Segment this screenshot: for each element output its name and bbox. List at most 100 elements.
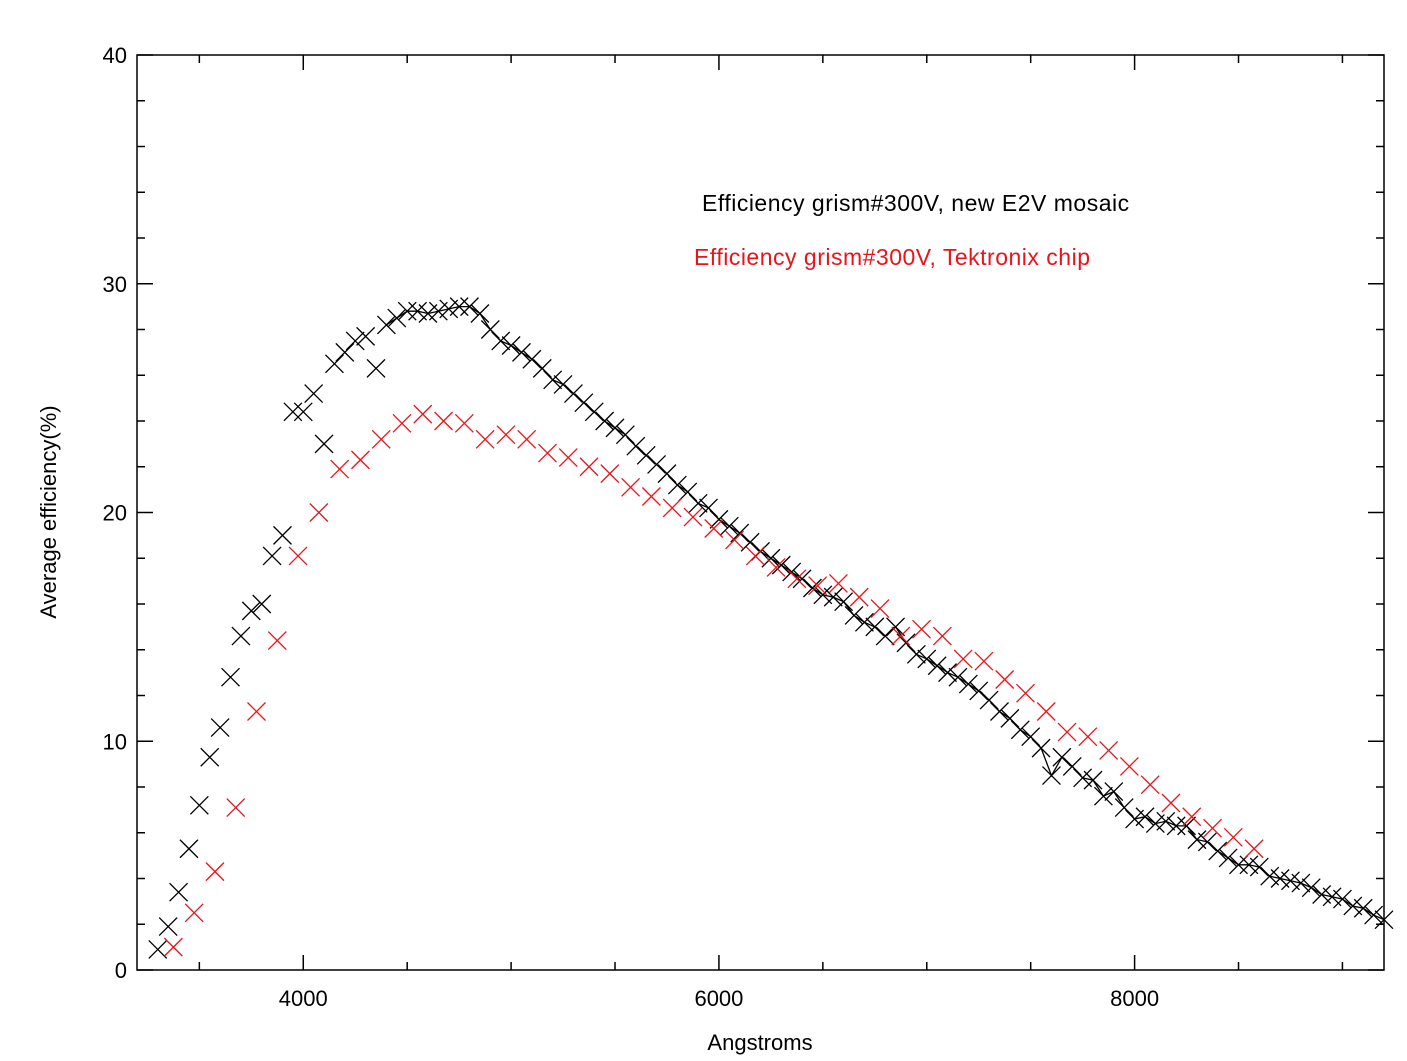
legend-entry-e2v: Efficiency grism#300V, new E2V mosaic: [702, 190, 1130, 216]
data-point: [1374, 910, 1394, 930]
data-point: [345, 331, 365, 351]
data-point: [1016, 683, 1035, 703]
data-point: [636, 445, 656, 465]
data-point: [647, 455, 667, 474]
data-point: [241, 601, 261, 621]
data-point: [330, 459, 350, 479]
y-axis-title: Average efficiency(%): [36, 405, 61, 618]
data-point: [324, 354, 344, 374]
data-point: [906, 644, 926, 664]
data-point: [475, 429, 495, 449]
data-point: [808, 576, 828, 596]
data-point: [158, 917, 178, 936]
data-point: [309, 503, 329, 522]
data-point: [969, 681, 989, 701]
data-point: [834, 592, 854, 612]
data-point: [1052, 747, 1072, 767]
data-point: [891, 626, 911, 646]
data-point: [538, 443, 557, 463]
data-point: [543, 370, 563, 390]
data-point: [1010, 720, 1030, 740]
data-point: [335, 342, 355, 362]
data-point: [1197, 832, 1217, 852]
data-point: [766, 557, 786, 577]
data-point: [304, 384, 324, 404]
data-point: [480, 320, 500, 339]
data-point: [1332, 889, 1352, 909]
data-point: [771, 555, 791, 575]
series-tektronix-chip: [163, 404, 1264, 957]
data-point: [1000, 708, 1020, 728]
data-point: [704, 519, 724, 538]
data-point: [184, 903, 204, 923]
x-axis-title: Angstroms: [707, 1030, 812, 1055]
data-point: [849, 587, 869, 607]
data-point: [870, 599, 890, 619]
data-point: [200, 747, 220, 767]
legend-entry-tektronix: Efficiency grism#300V, Tektronix chip: [694, 244, 1091, 270]
data-point: [1031, 738, 1051, 758]
data-point: [522, 349, 542, 369]
data-point: [912, 619, 932, 639]
data-point: [886, 617, 906, 637]
data-point: [293, 402, 313, 422]
data-point: [740, 532, 760, 552]
data-point: [626, 436, 646, 456]
data-point: [163, 937, 183, 957]
data-point: [865, 617, 885, 637]
data-point: [1156, 811, 1176, 831]
data-point: [953, 649, 973, 669]
data-point: [844, 605, 864, 625]
y-tick-label: 0: [115, 958, 127, 983]
data-point: [574, 393, 594, 413]
data-point: [231, 626, 251, 646]
data-point: [1229, 855, 1248, 875]
data-point: [683, 507, 703, 527]
data-point: [221, 667, 240, 687]
x-tick-label: 8000: [1110, 986, 1159, 1011]
data-point: [376, 315, 396, 335]
data-point: [1291, 873, 1311, 893]
data-point: [1364, 905, 1384, 925]
y-tick-label: 30: [103, 272, 127, 297]
y-tick-labels: 0 10 20 30 40: [103, 43, 127, 983]
data-point: [252, 594, 272, 614]
data-point: [1099, 740, 1119, 760]
data-point: [600, 464, 620, 484]
data-point: [1182, 807, 1202, 827]
data-point: [491, 331, 511, 351]
data-point: [979, 690, 999, 710]
x-tick-label: 4000: [279, 986, 328, 1011]
data-point: [1114, 798, 1134, 818]
data-point: [854, 612, 874, 632]
data-point: [397, 301, 417, 321]
data-point: [532, 358, 552, 378]
data-point: [496, 425, 516, 445]
data-point: [1177, 816, 1197, 836]
data-point: [641, 487, 661, 506]
data-point: [288, 546, 308, 566]
data-point: [1218, 848, 1238, 868]
data-point: [1166, 816, 1186, 836]
data-point: [454, 413, 474, 433]
data-point: [667, 475, 687, 495]
data-point: [990, 702, 1009, 721]
data-point: [501, 336, 521, 355]
data-point: [1301, 878, 1321, 898]
data-point: [226, 798, 246, 818]
data-point: [699, 498, 719, 518]
data-point: [657, 464, 677, 484]
data-point: [350, 450, 370, 470]
data-point: [1244, 839, 1264, 859]
data-point: [974, 651, 994, 671]
data-point: [1021, 727, 1041, 747]
data-point: [1353, 898, 1373, 918]
data-point: [792, 569, 812, 589]
data-point: [761, 548, 781, 568]
data-point: [553, 374, 573, 394]
data-point: [662, 498, 682, 518]
data-point: [1249, 857, 1269, 877]
data-point: [823, 587, 843, 607]
data-point: [875, 626, 895, 646]
